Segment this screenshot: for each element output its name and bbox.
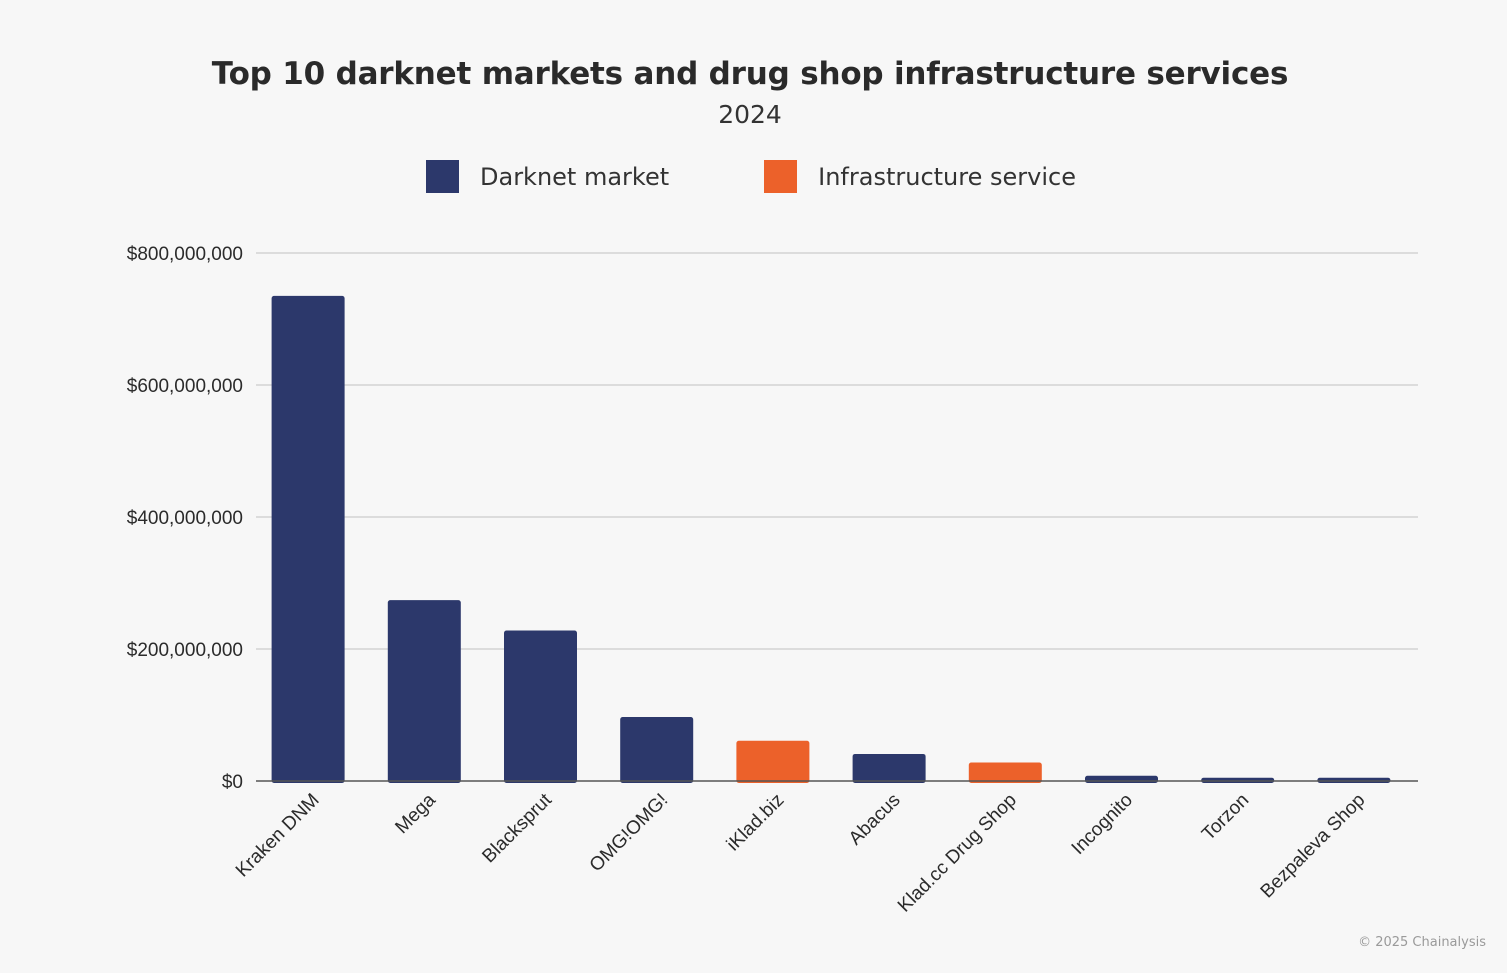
x-tick-label: Incognito (1068, 790, 1137, 859)
y-tick-label: $800,000,000 (127, 244, 243, 265)
y-axis-tick-labels: $0 $200,000,000 $400,000,000 $600,000,000 $8… (127, 244, 243, 793)
bar-incognito (1085, 775, 1158, 783)
legend-label-infrastructure-service: Infrastructure service (818, 162, 1076, 191)
y-tick-label: $400,000,000 (127, 508, 243, 529)
bar-blacksprut (504, 630, 577, 783)
x-tick-label: Torzon (1198, 790, 1253, 845)
copyright-footer: © 2025 Chainalysis (1358, 935, 1486, 950)
bars (271, 295, 1391, 783)
legend-item-infrastructure-service: Infrastructure service (764, 160, 1076, 193)
x-tick-label: Kraken DNM (232, 790, 324, 882)
x-tick-label: Abacus (845, 790, 905, 850)
y-tick-label: $200,000,000 (127, 640, 243, 661)
legend-label-darknet-market: Darknet market (480, 162, 670, 191)
legend-item-darknet-market: Darknet market (426, 160, 669, 193)
x-tick-label: Mega (391, 789, 440, 838)
legend-swatch-darknet-market (426, 160, 459, 193)
bar-omg-omg- (620, 716, 694, 783)
x-tick-label: iKlad.biz (723, 790, 789, 856)
x-tick-label: Blacksprut (478, 789, 556, 867)
bar-mega (387, 600, 461, 783)
bar-abacus (852, 753, 926, 783)
x-tick-label: Klad.cc Drug Shop (894, 790, 1021, 917)
chart-subtitle: 2024 (718, 100, 782, 129)
y-tick-label: $600,000,000 (127, 376, 243, 397)
chart-title: Top 10 darknet markets and drug shop inf… (211, 56, 1289, 92)
x-axis-category-labels: Kraken DNM Mega Blacksprut OMG!OMG! iKlad.bi… (232, 789, 1370, 916)
bar-iklad-biz (736, 740, 810, 783)
x-tick-label: Bezpaleva Shop (1257, 790, 1370, 903)
legend: Darknet market Infrastructure service (426, 160, 1171, 193)
bar-kraken-dnm (271, 295, 345, 783)
x-tick-label: OMG!OMG! (586, 790, 672, 876)
gridlines (256, 252, 1418, 650)
y-tick-label: $0 (222, 772, 243, 793)
legend-swatch-infrastructure-service (764, 160, 798, 193)
bar-klad-cc-drug-shop (968, 762, 1042, 783)
